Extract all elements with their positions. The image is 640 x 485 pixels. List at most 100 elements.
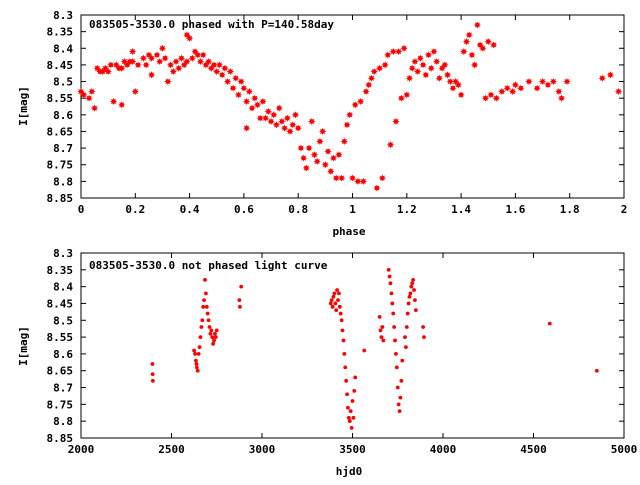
data-point bbox=[395, 48, 403, 56]
x-tick-label: 3000 bbox=[249, 443, 276, 456]
data-point bbox=[90, 104, 99, 112]
data-point bbox=[346, 111, 354, 119]
data-point bbox=[346, 405, 350, 410]
data-point bbox=[594, 368, 599, 373]
data-point bbox=[509, 87, 517, 96]
data-point bbox=[330, 304, 335, 309]
data-point bbox=[195, 368, 200, 373]
data-point bbox=[199, 51, 207, 59]
data-point bbox=[544, 81, 552, 89]
data-point bbox=[199, 325, 204, 329]
data-point bbox=[142, 61, 150, 69]
data-point bbox=[413, 308, 418, 313]
data-point bbox=[435, 74, 443, 82]
data-point bbox=[118, 64, 126, 72]
data-point bbox=[153, 51, 161, 59]
data-point bbox=[224, 77, 232, 86]
data-point bbox=[479, 44, 487, 52]
data-point bbox=[397, 94, 405, 102]
x-tick-label: 1.2 bbox=[397, 203, 417, 216]
data-point bbox=[349, 426, 354, 430]
x-axis-label: hjd0 bbox=[336, 465, 363, 478]
data-point bbox=[210, 61, 218, 69]
data-point bbox=[409, 284, 414, 289]
x-tick-label: 0 bbox=[78, 203, 85, 216]
data-point bbox=[410, 281, 415, 286]
y-tick-label: 8.3 bbox=[53, 9, 73, 22]
data-point bbox=[362, 87, 370, 96]
data-point bbox=[381, 61, 389, 69]
data-point bbox=[336, 298, 340, 302]
data-point bbox=[275, 104, 283, 112]
data-point bbox=[291, 111, 300, 119]
data-point bbox=[396, 402, 401, 407]
data-point bbox=[164, 77, 172, 86]
data-point bbox=[598, 74, 606, 82]
data-point bbox=[324, 147, 332, 156]
y-tick-label: 8.55 bbox=[47, 331, 74, 344]
data-point bbox=[316, 137, 324, 146]
x-tick-label: 0.2 bbox=[125, 203, 145, 216]
data-point bbox=[208, 331, 213, 336]
data-point bbox=[346, 415, 351, 420]
data-point bbox=[413, 298, 417, 302]
data-point bbox=[547, 321, 552, 326]
data-point bbox=[390, 301, 395, 306]
data-point bbox=[203, 291, 208, 296]
data-point bbox=[348, 174, 357, 182]
chart-title: 083505-3530.0 phased with P=140.58day bbox=[89, 18, 334, 31]
data-point bbox=[305, 144, 313, 152]
data-point bbox=[313, 157, 321, 165]
data-point bbox=[270, 111, 278, 119]
data-point bbox=[203, 278, 207, 282]
data-point bbox=[381, 338, 386, 343]
data-point bbox=[389, 291, 394, 296]
data-point bbox=[405, 74, 414, 82]
data-point bbox=[245, 87, 253, 96]
data-point bbox=[454, 81, 462, 89]
data-point bbox=[205, 311, 210, 316]
data-point bbox=[215, 61, 224, 69]
data-point bbox=[175, 64, 183, 72]
data-point bbox=[386, 267, 391, 272]
data-point bbox=[334, 308, 339, 313]
data-point bbox=[340, 328, 345, 333]
data-point bbox=[234, 91, 243, 99]
data-point bbox=[272, 121, 281, 129]
data-point bbox=[376, 64, 384, 72]
data-point bbox=[394, 365, 399, 370]
data-point bbox=[243, 124, 251, 132]
data-point bbox=[563, 77, 571, 86]
data-point bbox=[517, 84, 525, 92]
data-point bbox=[379, 335, 384, 339]
data-point bbox=[332, 174, 340, 182]
data-point bbox=[487, 91, 495, 99]
data-point bbox=[405, 311, 410, 316]
data-point bbox=[333, 301, 338, 306]
data-point bbox=[399, 378, 404, 383]
data-point bbox=[344, 378, 349, 383]
data-point bbox=[267, 117, 275, 126]
data-point bbox=[209, 328, 214, 333]
data-point bbox=[214, 328, 219, 333]
data-point bbox=[297, 144, 305, 152]
y-axis-label: I[mag] bbox=[17, 86, 30, 126]
data-point bbox=[337, 291, 341, 296]
data-point bbox=[329, 298, 334, 302]
x-tick-label: 1 bbox=[349, 203, 356, 216]
data-point bbox=[167, 61, 175, 69]
data-point bbox=[373, 184, 381, 192]
data-point bbox=[118, 101, 126, 109]
data-point bbox=[365, 81, 373, 89]
data-point bbox=[408, 291, 413, 296]
x-tick-label: 2000 bbox=[68, 443, 95, 456]
x-tick-label: 2 bbox=[621, 203, 628, 216]
data-point bbox=[398, 395, 403, 400]
data-point bbox=[200, 318, 205, 323]
data-point bbox=[259, 97, 267, 106]
data-point bbox=[156, 57, 164, 66]
data-point bbox=[335, 151, 343, 159]
y-tick-label: 8.35 bbox=[47, 264, 74, 277]
